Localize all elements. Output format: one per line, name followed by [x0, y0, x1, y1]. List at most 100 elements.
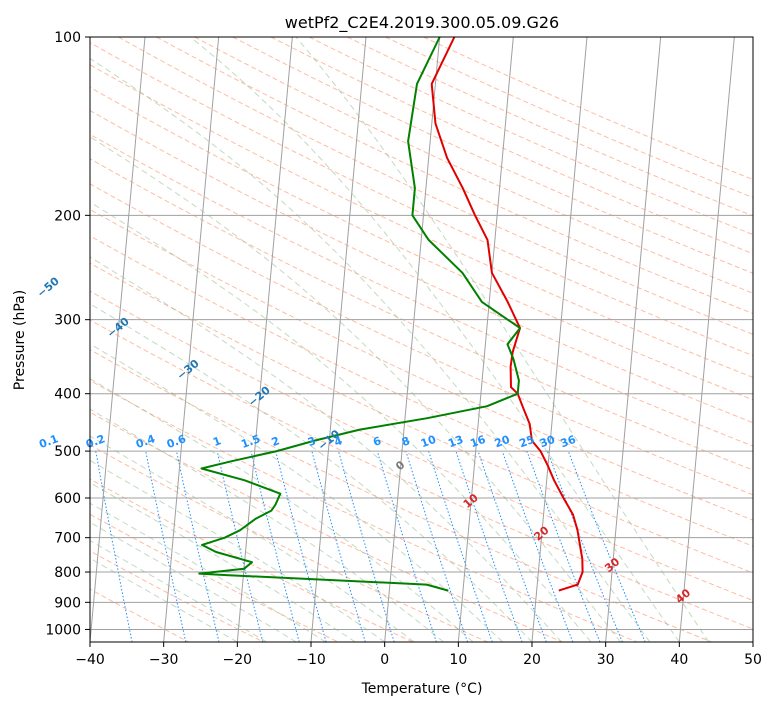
- isotherm-line: [236, 37, 293, 642]
- x-tick-label: −40: [75, 652, 105, 668]
- isotherm-line: [678, 37, 735, 642]
- mixing-ratio-label: 25: [517, 433, 536, 450]
- dry-adiabat-line: [194, 37, 753, 294]
- y-tick-label: 800: [54, 565, 81, 581]
- plot-frame: [89, 36, 754, 643]
- isotherm-line: [531, 37, 588, 642]
- x-tick-label: −20: [223, 652, 253, 668]
- mixing-ratio-label: 30: [538, 433, 557, 451]
- mixing-ratio-line: [526, 450, 601, 642]
- x-tick-label: 30: [597, 652, 615, 668]
- moist-adiabat-line: [190, 37, 680, 642]
- dry-adiabat-line: [385, 37, 753, 199]
- y-tick-label: 100: [54, 30, 81, 46]
- moist-adiabat-line: [295, 37, 710, 642]
- moist-adiabat-line: [90, 408, 444, 642]
- mixing-ratio-label: 36: [559, 433, 578, 451]
- x-tick-label: 10: [449, 652, 467, 668]
- isotherm-line: [384, 37, 441, 642]
- sounding-lines: [198, 37, 584, 592]
- moist-adiabat-line: [90, 502, 326, 642]
- y-tick-label: 600: [54, 491, 81, 507]
- dry-adiabat-line: [308, 37, 753, 236]
- moist-adiabat-line: [90, 540, 268, 642]
- x-tick-label: 20: [523, 652, 541, 668]
- moist-adiabat-line: [90, 343, 503, 642]
- temperature-profile-line: [430, 37, 584, 592]
- mixing-ratio-label: 10: [419, 433, 438, 451]
- moist-adiabat-line: [90, 256, 562, 642]
- x-tick-label: −30: [149, 652, 179, 668]
- mixing-ratio-label: 1: [211, 434, 223, 449]
- dry-adiabat-line: [90, 86, 753, 401]
- x-tick-label: 50: [744, 652, 762, 668]
- dry-adiabat-line: [156, 37, 753, 315]
- mixing-ratio-label: 3: [306, 434, 318, 449]
- mixing-ratio-label: 2: [270, 434, 282, 449]
- dry-adiabat-line: [90, 290, 753, 602]
- mixing-ratio-line: [376, 450, 437, 642]
- axes: −40 −30 −20 −10 0 10 20 30 40 5010020030040050060…: [45, 30, 762, 668]
- dry-adiabat-line: [90, 478, 414, 642]
- dry-adiabat-line: [90, 349, 712, 642]
- mixing-ratio-line: [275, 450, 327, 642]
- moist-adiabat-line: [90, 435, 415, 642]
- y-tick-label: 900: [54, 595, 81, 611]
- isotherm-line: [163, 37, 220, 642]
- mixing-ratio-label: 1.5: [239, 432, 262, 451]
- dry-adiabat-line: [118, 37, 753, 335]
- mixing-ratio-label: 0.4: [134, 432, 157, 451]
- mixing-ratio-line: [250, 450, 300, 642]
- dry-adiabat-line: [270, 37, 753, 255]
- mixing-ratio-line: [501, 450, 574, 642]
- moist-adiabat-line: [90, 557, 238, 642]
- dry-adiabat-line: [90, 513, 339, 642]
- dry-adiabat-line: [90, 42, 753, 357]
- y-tick-label: 500: [54, 444, 81, 460]
- dewpoint-profile-line: [198, 37, 521, 592]
- y-tick-label: 1000: [45, 622, 81, 638]
- mixing-ratio-label: 16: [469, 433, 488, 451]
- moist-adiabat-line: [90, 57, 651, 642]
- x-tick-label: 0: [380, 652, 389, 668]
- mixing-ratio-label: 20: [493, 433, 512, 451]
- dry-adiabat-line: [90, 109, 753, 424]
- dry-adiabat-line: [90, 262, 753, 574]
- gridlines: [90, 37, 753, 642]
- dry-adiabat-line: [90, 133, 753, 447]
- dry-adiabat-line: [90, 158, 753, 471]
- y-tick-label: 400: [54, 387, 81, 403]
- x-tick-label: 40: [670, 652, 688, 668]
- mixing-ratio-line: [176, 450, 220, 642]
- dry-adiabat-line: [232, 37, 753, 274]
- mixing-ratio-label: 0.6: [165, 432, 188, 451]
- moist-adiabat-line: [90, 482, 356, 642]
- y-axis-label: Pressure (hPa): [12, 290, 28, 390]
- mixing-ratio-label: 6: [371, 434, 383, 449]
- mixing-ratio-line: [547, 450, 623, 642]
- isotherm-line: [457, 37, 514, 642]
- x-tick-label: −10: [296, 652, 326, 668]
- dry-adiabat-line: [90, 235, 753, 547]
- mixing-ratio-label: 0.1: [37, 432, 60, 451]
- dry-adiabat-line: [90, 379, 638, 642]
- y-tick-label: 200: [54, 208, 81, 224]
- mixing-ratio-label: 8: [400, 434, 412, 449]
- y-tick-label: 700: [54, 531, 81, 547]
- moist-adiabat-line: [90, 201, 592, 642]
- x-axis-label: Temperature (°C): [361, 681, 483, 697]
- mixing-ratio-label: 13: [446, 433, 465, 450]
- mixing-ratio-line: [477, 450, 547, 642]
- mixing-ratio-line: [455, 450, 523, 642]
- chart-title: wetPf2_C2E4.2019.300.05.09.G26: [285, 13, 559, 33]
- dry-adiabat-line: [90, 64, 753, 379]
- moist-adiabat-line: [90, 521, 297, 642]
- moist-adiabat-line: [90, 136, 621, 642]
- dry-adiabat-line: [90, 183, 753, 496]
- mixing-ratio-line: [428, 450, 493, 642]
- moist-adiabat-line: [90, 459, 385, 642]
- mixing-ratio-line: [216, 450, 264, 642]
- line-labels: −100−90−80−70−60−50−40−30−20−10010203040…: [35, 274, 694, 606]
